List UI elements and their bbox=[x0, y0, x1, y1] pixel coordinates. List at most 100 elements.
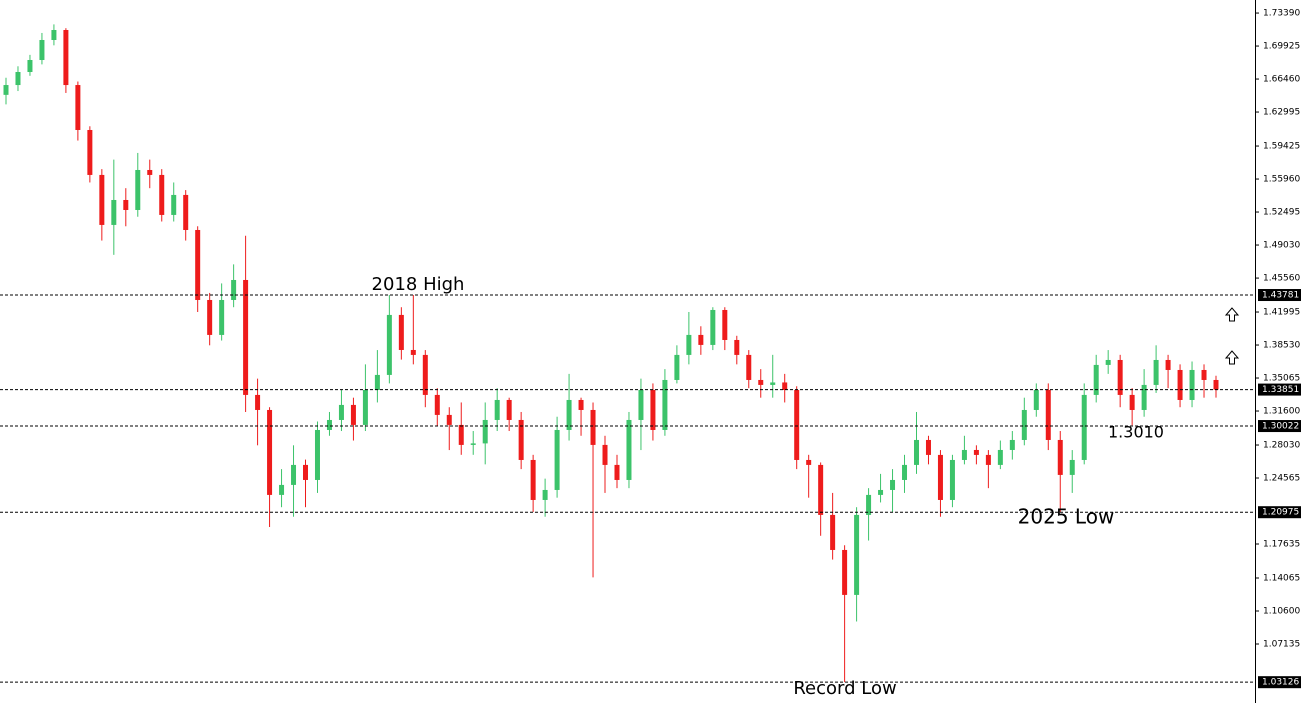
candle-body bbox=[207, 299, 213, 335]
candle-body bbox=[183, 194, 189, 230]
candle-body bbox=[291, 464, 297, 485]
candle-body bbox=[650, 389, 656, 430]
candle-body bbox=[590, 409, 596, 445]
candle-body bbox=[746, 354, 752, 380]
candle-body bbox=[374, 374, 380, 390]
candle-body bbox=[1117, 359, 1123, 395]
candle-body bbox=[135, 169, 141, 210]
candle-body bbox=[925, 439, 931, 455]
annotation: 2018 High bbox=[372, 274, 465, 295]
level-label: 1.20975 bbox=[1262, 508, 1299, 518]
candle-body bbox=[1069, 459, 1075, 475]
y-tick-label: 1.66460 bbox=[1263, 75, 1300, 85]
candle-body bbox=[794, 389, 800, 460]
y-tick-label: 1.31600 bbox=[1263, 407, 1300, 417]
candle-body bbox=[410, 349, 416, 355]
candle-body bbox=[386, 314, 392, 375]
y-tick-label: 1.14065 bbox=[1263, 574, 1300, 584]
candle-body bbox=[626, 419, 632, 480]
candle-body bbox=[806, 459, 812, 465]
level-label: 1.30022 bbox=[1262, 422, 1299, 432]
candle-body bbox=[782, 382, 788, 390]
y-tick-label: 1.52495 bbox=[1263, 208, 1300, 218]
candle-body bbox=[15, 71, 21, 86]
candle-body bbox=[1213, 379, 1219, 390]
candle-body bbox=[674, 354, 680, 380]
y-tick-label: 1.59425 bbox=[1263, 142, 1300, 152]
candle-body bbox=[482, 419, 488, 444]
y-tick-label: 1.17635 bbox=[1263, 540, 1300, 550]
candle-body bbox=[770, 382, 776, 385]
candle-body bbox=[1093, 364, 1099, 395]
level-label: 1.33851 bbox=[1262, 385, 1299, 395]
candle-body bbox=[171, 194, 177, 215]
candle-body bbox=[1129, 394, 1135, 410]
candle-body bbox=[758, 379, 764, 385]
y-tick-label: 1.07135 bbox=[1263, 640, 1300, 650]
candle-body bbox=[902, 464, 908, 480]
annotation: Record Low bbox=[793, 678, 896, 699]
candle-body bbox=[566, 399, 572, 430]
candle-body bbox=[578, 399, 584, 410]
candle-body bbox=[602, 444, 608, 465]
candle-body bbox=[350, 404, 356, 425]
candle-body bbox=[985, 454, 991, 465]
candle-body bbox=[662, 379, 668, 430]
candle-body bbox=[87, 129, 93, 175]
candle-body bbox=[219, 299, 225, 335]
annotation: 2025 Low bbox=[1018, 505, 1115, 529]
candle-body bbox=[842, 549, 848, 595]
y-tick-label: 1.73390 bbox=[1263, 9, 1300, 19]
y-tick-label: 1.69925 bbox=[1263, 42, 1300, 52]
candle-body bbox=[123, 199, 129, 210]
y-tick-label: 1.38530 bbox=[1263, 341, 1300, 351]
candle-body bbox=[398, 314, 404, 350]
candle-body bbox=[111, 199, 117, 225]
candle-body bbox=[973, 449, 979, 455]
candle-body bbox=[1009, 439, 1015, 450]
candle-body bbox=[614, 464, 620, 480]
candle-body bbox=[75, 85, 81, 130]
candle-body bbox=[255, 394, 261, 410]
candle-body bbox=[961, 449, 967, 460]
candle-body bbox=[638, 389, 644, 420]
candle-body bbox=[303, 464, 309, 480]
level-label-box bbox=[1258, 420, 1301, 433]
candle-body bbox=[890, 479, 896, 490]
arrow-icon bbox=[1224, 307, 1240, 365]
y-tick-label: 1.24565 bbox=[1263, 474, 1300, 484]
candle-body bbox=[470, 443, 476, 445]
candle-body bbox=[1189, 369, 1195, 400]
candle-body bbox=[866, 494, 872, 515]
candle-body bbox=[698, 334, 704, 345]
candle-body bbox=[878, 489, 884, 495]
candle-body bbox=[3, 85, 9, 95]
candle-body bbox=[1081, 394, 1087, 460]
candle-body bbox=[913, 439, 919, 465]
candle-body bbox=[267, 409, 273, 495]
candle-body bbox=[231, 279, 237, 300]
candle-body bbox=[518, 419, 524, 460]
candle-body bbox=[147, 169, 153, 175]
y-tick-label: 1.55960 bbox=[1263, 175, 1300, 185]
candle-body bbox=[27, 59, 33, 72]
candle-body bbox=[279, 484, 285, 495]
y-tick-label: 1.28030 bbox=[1263, 441, 1300, 451]
candle-body bbox=[1021, 409, 1027, 440]
candle-body bbox=[446, 414, 452, 425]
candle-body bbox=[63, 29, 69, 86]
y-tick-label: 1.10600 bbox=[1263, 607, 1300, 617]
candle-body bbox=[722, 309, 728, 340]
candle-body bbox=[1057, 439, 1063, 475]
level-label-box bbox=[1258, 289, 1301, 302]
y-tick-label: 1.45560 bbox=[1263, 274, 1300, 284]
candle-body bbox=[51, 29, 57, 40]
candle-body bbox=[458, 424, 464, 445]
candle-body bbox=[1177, 369, 1183, 400]
candle-body bbox=[830, 514, 836, 550]
candle-body bbox=[854, 514, 860, 595]
candle-body bbox=[243, 279, 249, 395]
y-tick-label: 1.62995 bbox=[1263, 108, 1300, 118]
candle-body bbox=[1201, 369, 1207, 380]
